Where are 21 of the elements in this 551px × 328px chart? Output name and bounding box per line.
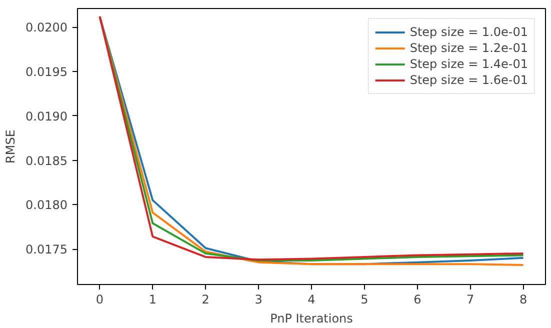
x-axis-title: PnP Iterations	[270, 312, 353, 326]
legend-label: Step size = 1.2e-01	[410, 41, 528, 55]
y-tick-label: 0.0185	[26, 154, 68, 168]
x-tick-label: 1	[148, 292, 156, 306]
x-tick-label: 2	[202, 292, 210, 306]
x-tick-label: 4	[308, 292, 316, 306]
legend-label: Step size = 1.0e-01	[410, 25, 528, 39]
x-tick-label: 3	[254, 292, 262, 306]
y-tick-label: 0.0190	[26, 109, 68, 124]
x-tick-label: 5	[360, 292, 368, 306]
y-tick-label: 0.0200	[26, 20, 68, 35]
x-tick-label: 7	[466, 292, 474, 306]
legend-label: Step size = 1.4e-01	[410, 57, 528, 71]
y-tick-label: 0.0195	[26, 65, 68, 80]
legend-label: Step size = 1.6e-01	[410, 73, 528, 87]
y-tick-label: 0.0175	[26, 242, 68, 256]
x-tick-label: 0	[96, 292, 104, 306]
x-tick-label: 6	[414, 292, 422, 306]
x-tick-label: 8	[519, 292, 528, 306]
y-axis-title: RMSE	[4, 130, 18, 164]
y-tick-label: 0.0180	[26, 198, 68, 212]
